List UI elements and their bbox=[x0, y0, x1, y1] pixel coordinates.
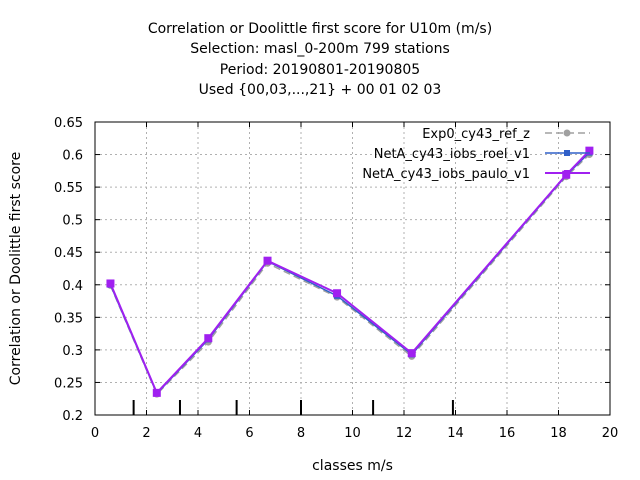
x-tick-label: 16 bbox=[499, 426, 516, 441]
legend-label: Exp0_cy43_ref_z bbox=[422, 127, 530, 142]
x-tick-label: 6 bbox=[245, 426, 253, 441]
x-tick-label: 2 bbox=[142, 426, 150, 441]
y-tick-label: 0.65 bbox=[54, 116, 83, 131]
axis-ticks: 0 2 4 6 8 10 12 14 16 18 20 0.2 0.25 0.3 0.35 0.4 0.45 0.… bbox=[54, 116, 618, 441]
data-point bbox=[204, 334, 213, 343]
chart-title-line-3: Period: 20190801-20190805 bbox=[219, 62, 421, 78]
y-tick-label: 0.2 bbox=[62, 409, 83, 424]
legend-label: NetA_cy43_iobs_paulo_v1 bbox=[362, 167, 530, 182]
y-tick-label: 0.25 bbox=[54, 376, 83, 391]
y-tick-label: 0.4 bbox=[62, 279, 83, 294]
series-line bbox=[109, 149, 591, 395]
x-tick-label: 10 bbox=[344, 426, 361, 441]
x-tick-label: 14 bbox=[447, 426, 464, 441]
legend-marker bbox=[564, 170, 570, 176]
data-point bbox=[407, 349, 416, 358]
x-tick-label: 20 bbox=[602, 426, 619, 441]
chart-title-line-4: Used {00,03,...,21} + 00 01 02 03 bbox=[198, 82, 442, 98]
x-tick-label: 12 bbox=[396, 426, 413, 441]
series-line bbox=[109, 152, 590, 395]
legend-marker bbox=[563, 129, 571, 137]
data-point bbox=[106, 279, 115, 288]
x-tick-label: 0 bbox=[91, 426, 99, 441]
series-line bbox=[109, 154, 590, 396]
data-point bbox=[333, 289, 342, 298]
legend-label: NetA_cy43_iobs_roel_v1 bbox=[374, 147, 530, 162]
class-boundary-marks bbox=[132, 400, 454, 415]
x-tick-label: 18 bbox=[550, 426, 567, 441]
data-point bbox=[152, 388, 161, 397]
legend: Exp0_cy43_ref_z NetA_cy43_iobs_roel_v1 Net… bbox=[362, 127, 590, 182]
data-point bbox=[585, 146, 594, 155]
chart-title-line-2: Selection: masl_0-200m 799 stations bbox=[190, 41, 450, 57]
y-tick-label: 0.35 bbox=[54, 311, 83, 326]
data-point bbox=[263, 256, 272, 265]
y-axis-label: Correlation or Doolittle first score bbox=[8, 152, 24, 385]
y-tick-label: 0.5 bbox=[62, 214, 83, 229]
chart-title-line-1: Correlation or Doolittle first score for… bbox=[147, 21, 493, 37]
series-3 bbox=[106, 146, 594, 397]
x-tick-label: 4 bbox=[194, 426, 202, 441]
x-axis-label: classes m/s bbox=[312, 458, 393, 474]
series-group bbox=[106, 146, 594, 398]
grid-lines bbox=[95, 122, 610, 415]
y-tick-label: 0.6 bbox=[62, 149, 83, 164]
legend-marker bbox=[564, 150, 570, 156]
y-tick-label: 0.55 bbox=[54, 181, 83, 196]
series-1 bbox=[106, 151, 593, 398]
x-tick-label: 8 bbox=[297, 426, 305, 441]
y-tick-label: 0.45 bbox=[54, 246, 83, 261]
y-tick-label: 0.3 bbox=[62, 344, 83, 359]
